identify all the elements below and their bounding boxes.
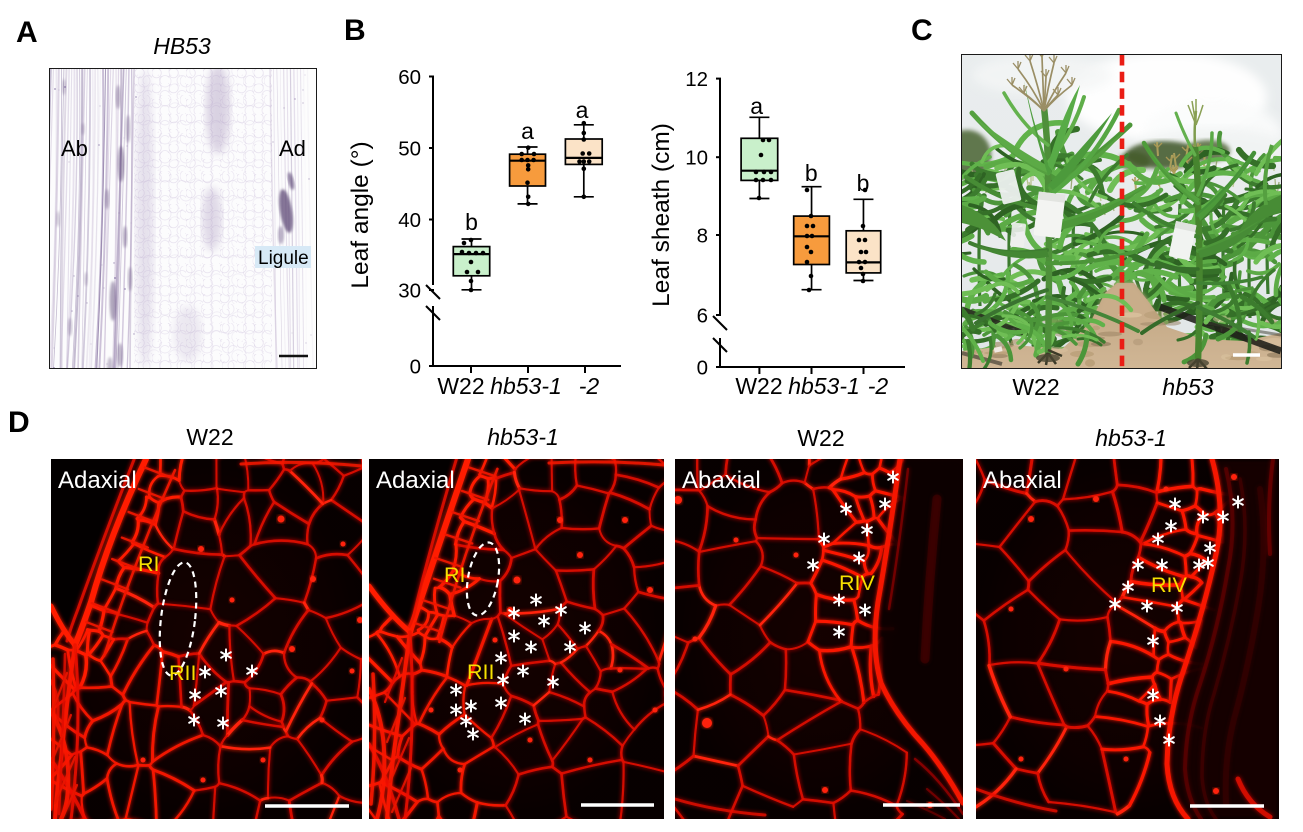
svg-text:Ab: Ab [61,136,88,161]
svg-text:Adaxial: Adaxial [58,467,137,494]
svg-text:RI: RI [138,552,160,576]
svg-text:-2: -2 [579,373,600,399]
svg-text:hb53-1: hb53-1 [490,373,562,399]
svg-text:30: 30 [398,280,421,303]
svg-text:W22: W22 [437,373,484,399]
svg-text:0: 0 [410,356,421,379]
svg-text:-2: -2 [868,373,889,399]
svg-text:50: 50 [398,138,421,161]
svg-text:RII: RII [467,660,494,684]
svg-text:40: 40 [398,209,421,232]
svg-text:RI: RI [444,563,466,587]
svg-text:a: a [521,118,534,144]
svg-text:Abaxial: Abaxial [983,467,1062,494]
svg-text:b: b [465,209,478,235]
svg-text:hb53-1: hb53-1 [788,373,860,399]
svg-text:6: 6 [697,305,708,328]
svg-text:Ligule: Ligule [258,248,309,269]
svg-text:Leaf angle (°): Leaf angle (°) [347,141,374,288]
svg-text:a: a [750,93,763,119]
svg-text:10: 10 [685,147,708,170]
svg-text:60: 60 [398,66,421,89]
svg-text:b: b [857,170,870,196]
svg-text:W22: W22 [735,373,782,399]
svg-text:Ad: Ad [279,136,306,161]
svg-text:Abaxial: Abaxial [682,467,761,494]
svg-text:RIV: RIV [1151,573,1188,597]
svg-text:12: 12 [685,68,708,91]
svg-text:Leaf sheath (cm): Leaf sheath (cm) [648,123,675,307]
svg-text:a: a [576,97,589,123]
svg-text:Adaxial: Adaxial [376,467,455,494]
svg-text:RII: RII [169,661,196,685]
svg-text:8: 8 [697,225,708,248]
svg-text:b: b [805,160,818,186]
svg-text:RIV: RIV [839,571,876,595]
svg-text:0: 0 [697,357,708,380]
